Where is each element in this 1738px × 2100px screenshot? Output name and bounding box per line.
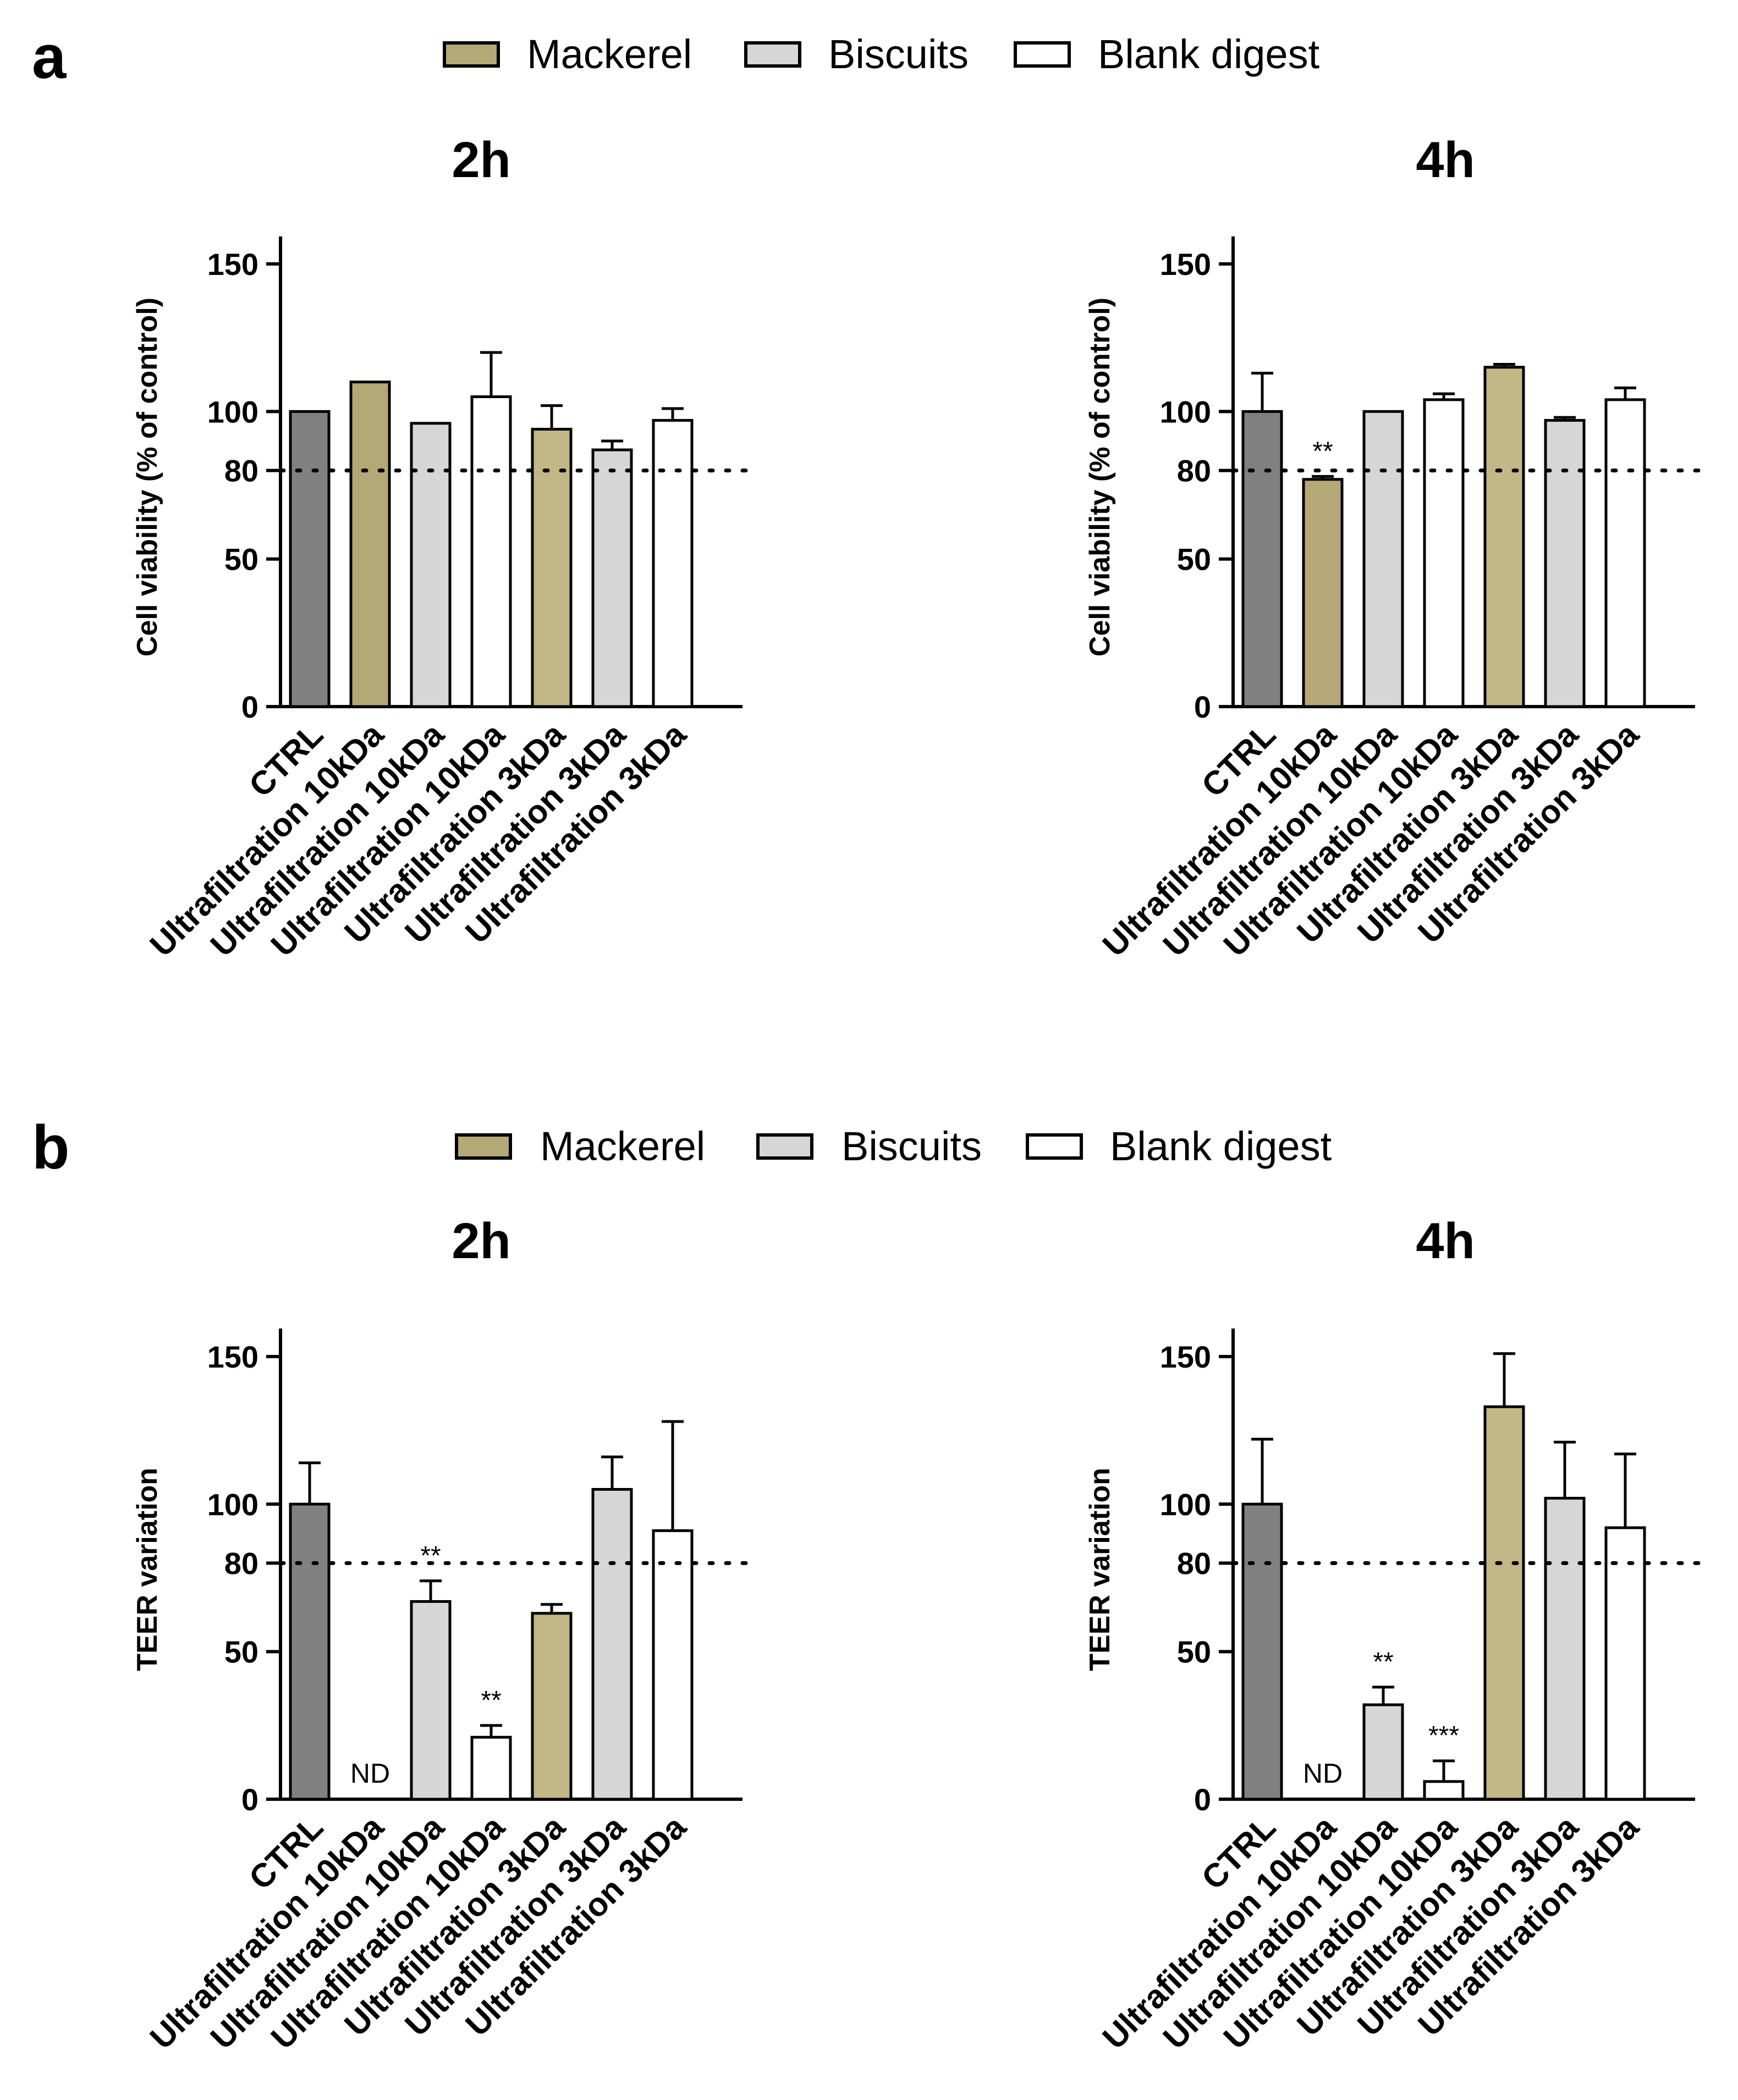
chart-a-4h: 4h 0 50 80 100 150 Cell viability (% of contro…	[1084, 132, 1708, 963]
y-tick-label: 150	[1160, 247, 1211, 282]
bar	[591, 448, 633, 708]
legend-label-blank-digest: Blank digest	[1110, 1123, 1332, 1169]
bar	[1483, 366, 1525, 708]
y-tick-label: 100	[1160, 394, 1211, 429]
bar	[1544, 1497, 1586, 1801]
y-tick-label: 80	[1177, 1546, 1211, 1581]
bar	[470, 1735, 512, 1801]
bar	[289, 1502, 331, 1801]
bar	[1604, 398, 1646, 708]
y-tick-label: 100	[207, 1487, 258, 1522]
significance-label: **	[481, 1686, 501, 1715]
bar	[591, 1488, 633, 1801]
y-tick-label: 150	[207, 1340, 258, 1374]
y-tick-label: 100	[1160, 1487, 1211, 1522]
significance-label: **	[420, 1541, 441, 1570]
legend-swatch-blank-digest	[1014, 41, 1071, 68]
legend-swatch-blank-digest	[1026, 1133, 1083, 1160]
bar	[531, 1612, 573, 1801]
chart-title: 2h	[452, 1213, 510, 1269]
bar	[410, 1600, 452, 1801]
chart-title: 4h	[1416, 132, 1475, 188]
bar	[1604, 1526, 1646, 1801]
y-tick-label: 0	[1194, 1782, 1211, 1817]
legend-label-biscuits: Biscuits	[842, 1123, 982, 1169]
y-axis-label: Cell viability (% of control)	[131, 297, 163, 657]
not-detected-label: ND	[1303, 1758, 1343, 1789]
legend-b: Mackerel Biscuits Blank digest	[455, 1123, 1332, 1169]
y-axis-label: Cell viability (% of control)	[1084, 297, 1116, 657]
bar	[1423, 1780, 1465, 1801]
chart-title: 2h	[452, 132, 510, 188]
y-tick-label: 80	[224, 454, 258, 488]
y-tick-label: 50	[1177, 542, 1211, 577]
y-tick-label: 0	[241, 1782, 258, 1817]
bar	[1423, 398, 1465, 708]
bar	[1483, 1405, 1525, 1801]
y-axis-label: TEER variation	[131, 1468, 163, 1671]
significance-label: **	[1312, 437, 1333, 466]
not-detected-label: ND	[350, 1758, 390, 1789]
panel-letter-a: a	[32, 23, 67, 91]
legend-a: Mackerel Biscuits Blank digest	[443, 31, 1320, 77]
bar	[1544, 418, 1586, 708]
legend-label-mackerel: Mackerel	[527, 31, 692, 77]
y-tick-label: 150	[1160, 1340, 1211, 1374]
panel-letter-b: b	[32, 1113, 69, 1182]
legend-label-mackerel: Mackerel	[540, 1123, 705, 1169]
legend-label-blank-digest: Blank digest	[1098, 31, 1320, 77]
legend-swatch-biscuits	[756, 1133, 813, 1160]
y-tick-label: 0	[241, 690, 258, 724]
bar	[470, 395, 512, 708]
y-tick-label: 50	[224, 1635, 258, 1669]
y-tick-label: 0	[1194, 690, 1211, 724]
legend-label-biscuits: Biscuits	[828, 31, 969, 77]
y-tick-label: 80	[1177, 454, 1211, 488]
y-tick-label: 150	[207, 247, 258, 282]
y-tick-label: 50	[224, 542, 258, 577]
legend-swatch-mackerel	[443, 41, 500, 68]
bar	[1302, 478, 1344, 708]
bar	[410, 422, 452, 708]
legend-swatch-biscuits	[744, 41, 801, 68]
bar	[289, 410, 331, 708]
significance-label: **	[1373, 1647, 1393, 1677]
y-tick-label: 100	[207, 394, 258, 429]
chart-title: 4h	[1416, 1213, 1475, 1269]
bar	[1362, 410, 1404, 708]
y-tick-label: 50	[1177, 1635, 1211, 1669]
bar	[652, 418, 694, 708]
chart-a-2h: 2h 0 50 80 100 150 Cell viability (% of contro…	[131, 132, 756, 963]
y-tick-label: 80	[224, 1546, 258, 1581]
significance-label: ***	[1428, 1721, 1459, 1750]
legend-swatch-mackerel	[455, 1133, 512, 1160]
bar	[1241, 410, 1283, 708]
bar	[652, 1529, 694, 1801]
bar	[1362, 1703, 1404, 1801]
bar	[1241, 1502, 1283, 1801]
y-axis-label: TEER variation	[1084, 1468, 1116, 1671]
bar	[349, 381, 391, 708]
